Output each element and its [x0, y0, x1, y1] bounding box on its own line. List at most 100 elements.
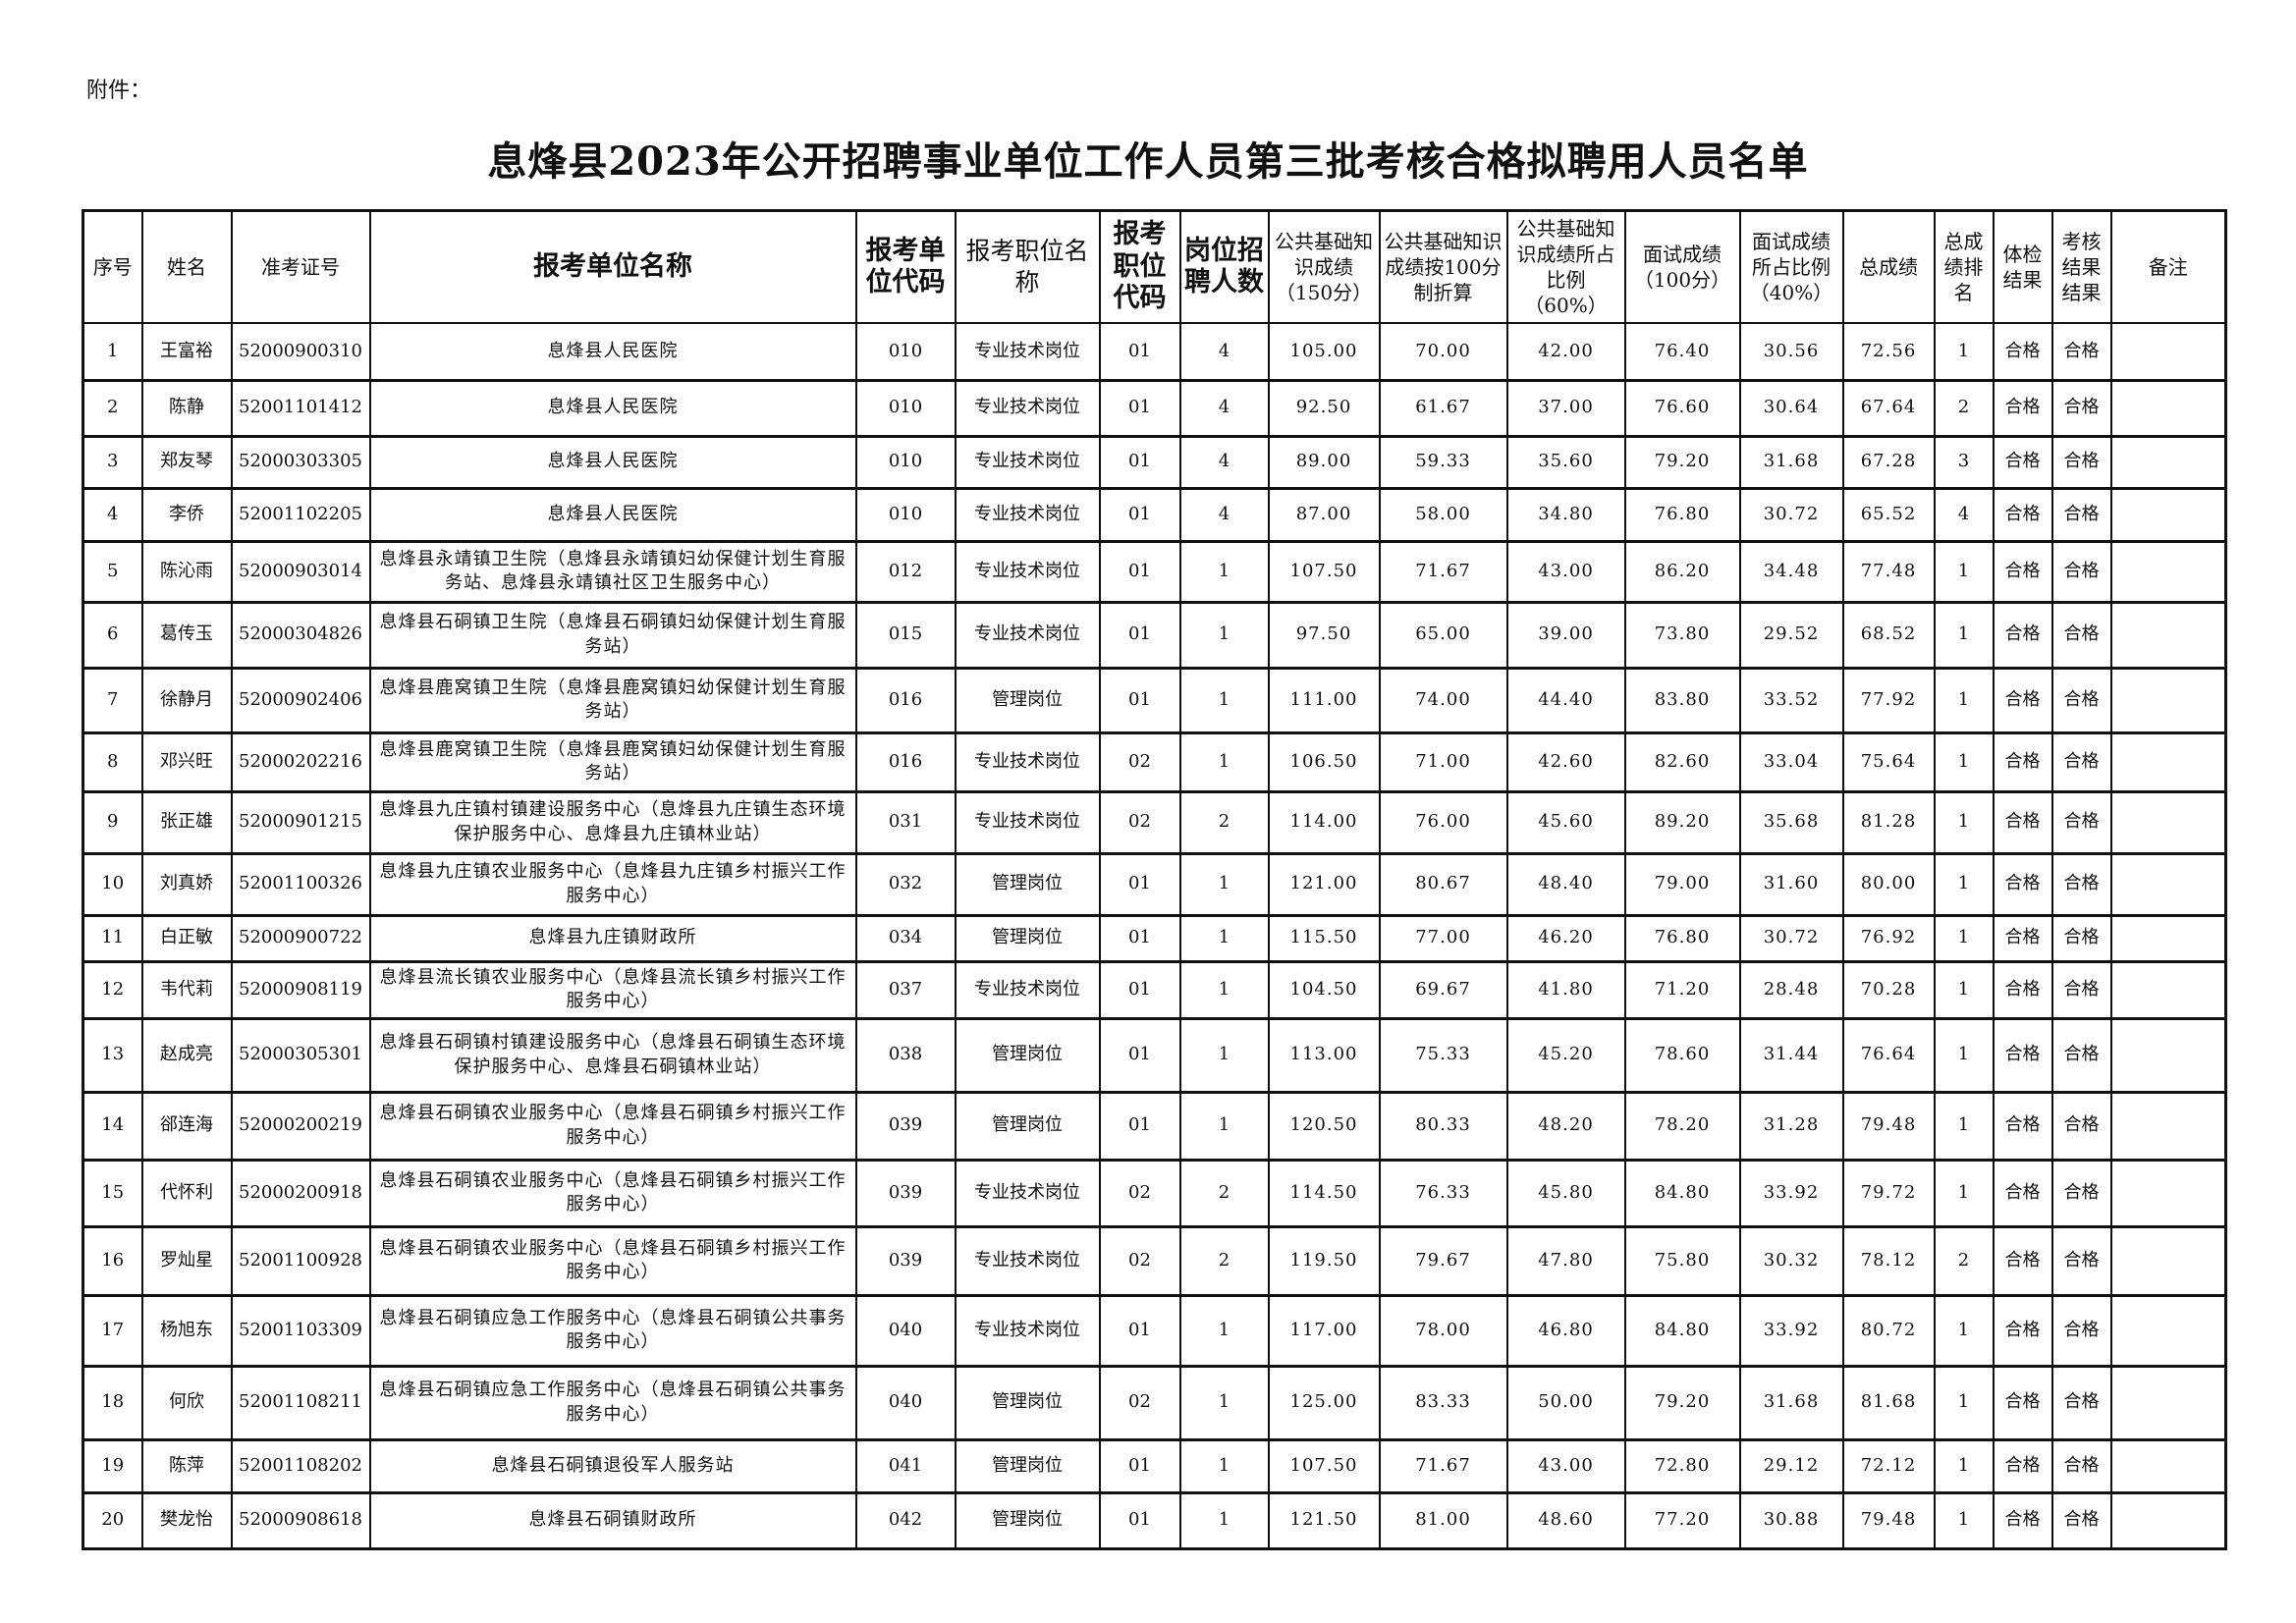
cell-unit-name: 息烽县九庄镇村镇建设服务中心（息烽县九庄镇生态环境保护服务中心、息烽县九庄镇林业… [368, 790, 857, 854]
cell-remarks [2109, 601, 2227, 669]
cell-openings: 1 [1178, 1438, 1270, 1493]
cell-unit-code: 010 [854, 379, 957, 437]
cell-assessment-result: 合格 [2050, 601, 2112, 669]
table-row: 6 葛传玉 52000304826 息烽县石硐镇卫生院（息烽县石硐镇妇幼保健计划生育服… [82, 601, 2227, 669]
cell-exam-id: 52000902406 [230, 667, 371, 733]
cell-position-name: 专业技术岗位 [954, 1294, 1101, 1367]
cell-unit-name: 息烽县九庄镇农业服务中心（息烽县九庄镇乡村振兴工作服务中心） [368, 852, 857, 916]
cell-total-score: 68.52 [1841, 601, 1936, 669]
cell-unit-code: 042 [854, 1491, 957, 1549]
cell-interview-weighted: 34.48 [1738, 540, 1844, 603]
cell-name: 罗灿星 [140, 1225, 233, 1296]
cell-assessment-result: 合格 [2050, 322, 2112, 381]
table-row: 2 陈静 52001101412 息烽县人民医院 010 专业技术岗位 01 4 92.50 61… [82, 379, 2227, 437]
cell-interview-score: 73.80 [1623, 601, 1741, 669]
cell-position-name: 管理岗位 [954, 1091, 1101, 1161]
cell-position-code: 02 [1098, 1159, 1181, 1227]
cell-position-code: 01 [1098, 601, 1181, 669]
cell-remarks [2109, 914, 2227, 962]
cell-total-score: 76.64 [1841, 1017, 1936, 1093]
cell-written-score: 125.00 [1267, 1365, 1381, 1440]
cell-remarks [2109, 540, 2227, 603]
header-remarks: 备注 [2109, 209, 2227, 324]
cell-exam-id: 52000908119 [230, 960, 371, 1019]
cell-seq: 17 [82, 1294, 143, 1367]
cell-written-score: 119.50 [1267, 1225, 1381, 1296]
cell-total-score: 72.12 [1841, 1438, 1936, 1493]
table-header-row: 序号 姓名 准考证号 报考单位名称 报考单位代码 报考职位名称 报考职位代码 岗位招聘人数 公共… [82, 209, 2227, 324]
cell-written-weighted: 46.80 [1505, 1294, 1626, 1367]
cell-interview-weighted: 28.48 [1738, 960, 1844, 1019]
cell-name: 郑友琴 [140, 435, 233, 489]
cell-total-score: 80.72 [1841, 1294, 1936, 1367]
cell-interview-score: 72.80 [1623, 1438, 1741, 1493]
cell-interview-score: 89.20 [1623, 790, 1741, 854]
cell-openings: 4 [1178, 487, 1270, 542]
document-title: 息烽县2023年公开招聘事业单位工作人员第三批考核合格拟聘用人员名单 [487, 138, 1809, 185]
cell-name: 葛传玉 [140, 601, 233, 669]
cell-unit-name: 息烽县石硐镇应急工作服务中心（息烽县石硐镇公共事务服务中心） [368, 1365, 857, 1440]
cell-openings: 1 [1178, 540, 1270, 603]
cell-unit-code: 015 [854, 601, 957, 669]
cell-written-converted: 69.67 [1378, 960, 1508, 1019]
cell-position-name: 专业技术岗位 [954, 487, 1101, 542]
cell-seq: 4 [82, 487, 143, 542]
cell-position-name: 专业技术岗位 [954, 731, 1101, 792]
cell-name: 赵成亮 [140, 1017, 233, 1093]
cell-unit-name: 息烽县人民医院 [368, 435, 857, 489]
cell-written-score: 104.50 [1267, 960, 1381, 1019]
cell-unit-code: 016 [854, 667, 957, 733]
cell-unit-code: 040 [854, 1365, 957, 1440]
cell-interview-weighted: 31.28 [1738, 1091, 1844, 1161]
cell-name: 代怀利 [140, 1159, 233, 1227]
cell-name: 刘真娇 [140, 852, 233, 916]
cell-medical-result: 合格 [1992, 1491, 2053, 1549]
cell-openings: 1 [1178, 1091, 1270, 1161]
cell-interview-score: 75.80 [1623, 1225, 1741, 1296]
cell-interview-score: 79.20 [1623, 435, 1741, 489]
cell-written-weighted: 45.20 [1505, 1017, 1626, 1093]
cell-interview-score: 76.80 [1623, 914, 1741, 962]
cell-name: 陈沁雨 [140, 540, 233, 603]
cell-unit-code: 039 [854, 1091, 957, 1161]
cell-assessment-result: 合格 [2050, 852, 2112, 916]
cell-unit-name: 息烽县九庄镇财政所 [368, 914, 857, 962]
cell-interview-score: 82.60 [1623, 731, 1741, 792]
cell-written-converted: 74.00 [1378, 667, 1508, 733]
cell-unit-name: 息烽县人民医院 [368, 487, 857, 542]
cell-interview-score: 79.00 [1623, 852, 1741, 916]
cell-written-converted: 59.33 [1378, 435, 1508, 489]
cell-written-score: 121.50 [1267, 1491, 1381, 1549]
cell-medical-result: 合格 [1992, 1159, 2053, 1227]
cell-interview-weighted: 30.64 [1738, 379, 1844, 437]
cell-written-score: 87.00 [1267, 487, 1381, 542]
cell-name: 郤连海 [140, 1091, 233, 1161]
cell-seq: 18 [82, 1365, 143, 1440]
cell-written-converted: 80.67 [1378, 852, 1508, 916]
cell-written-weighted: 41.80 [1505, 960, 1626, 1019]
cell-position-code: 01 [1098, 852, 1181, 916]
cell-written-weighted: 35.60 [1505, 435, 1626, 489]
cell-interview-score: 86.20 [1623, 540, 1741, 603]
cell-remarks [2109, 960, 2227, 1019]
cell-medical-result: 合格 [1992, 914, 2053, 962]
cell-openings: 1 [1178, 1294, 1270, 1367]
cell-total-score: 70.28 [1841, 960, 1936, 1019]
header-exam-id: 准考证号 [230, 209, 371, 324]
cell-total-score: 79.48 [1841, 1491, 1936, 1549]
table-row: 19 陈萍 52001108202 息烽县石硐镇退役军人服务站 041 管理岗位 01 1 10… [82, 1438, 2227, 1493]
cell-position-name: 专业技术岗位 [954, 790, 1101, 854]
cell-unit-code: 010 [854, 322, 957, 381]
cell-rank: 1 [1933, 540, 1995, 603]
cell-assessment-result: 合格 [2050, 540, 2112, 603]
cell-assessment-result: 合格 [2050, 731, 2112, 792]
cell-medical-result: 合格 [1992, 1017, 2053, 1093]
cell-unit-code: 039 [854, 1159, 957, 1227]
cell-seq: 12 [82, 960, 143, 1019]
table-row: 13 赵成亮 52000305301 息烽县石硐镇村镇建设服务中心（息烽县石硐镇生态环… [82, 1017, 2227, 1093]
cell-remarks [2109, 322, 2227, 381]
cell-assessment-result: 合格 [2050, 1294, 2112, 1367]
table-row: 9 张正雄 52000901215 息烽县九庄镇村镇建设服务中心（息烽县九庄镇生态环境… [82, 790, 2227, 854]
cell-openings: 2 [1178, 1159, 1270, 1227]
cell-interview-weighted: 33.04 [1738, 731, 1844, 792]
